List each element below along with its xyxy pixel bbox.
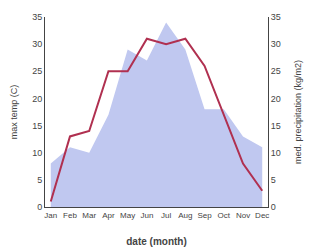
svg-text:30: 30	[271, 39, 281, 49]
svg-text:Aug: Aug	[178, 211, 192, 220]
svg-text:0: 0	[37, 202, 42, 212]
svg-text:Apr: Apr	[102, 211, 115, 220]
svg-text:Dec: Dec	[255, 211, 269, 220]
svg-text:15: 15	[271, 121, 281, 131]
svg-text:20: 20	[32, 94, 42, 104]
svg-text:10: 10	[271, 148, 281, 158]
svg-text:Feb: Feb	[63, 211, 77, 220]
svg-text:May: May	[120, 211, 135, 220]
svg-text:30: 30	[32, 39, 42, 49]
svg-text:5: 5	[271, 175, 276, 185]
svg-text:Oct: Oct	[218, 211, 231, 220]
svg-text:25: 25	[32, 66, 42, 76]
svg-text:Mar: Mar	[82, 211, 96, 220]
svg-text:35: 35	[271, 12, 281, 22]
svg-text:med. precipitation (kg/m2): med. precipitation (kg/m2)	[293, 60, 303, 164]
svg-text:Jan: Jan	[44, 211, 57, 220]
svg-text:max temp (C): max temp (C)	[9, 85, 19, 140]
svg-text:25: 25	[271, 66, 281, 76]
svg-text:0: 0	[271, 202, 276, 212]
svg-text:Jul: Jul	[161, 211, 171, 220]
svg-text:10: 10	[32, 148, 42, 158]
svg-text:Nov: Nov	[236, 211, 250, 220]
svg-text:35: 35	[32, 12, 42, 22]
svg-text:date (month): date (month)	[126, 236, 187, 247]
svg-text:Jun: Jun	[140, 211, 153, 220]
svg-text:Sep: Sep	[197, 211, 212, 220]
svg-text:5: 5	[37, 175, 42, 185]
svg-text:20: 20	[271, 94, 281, 104]
svg-text:15: 15	[32, 121, 42, 131]
